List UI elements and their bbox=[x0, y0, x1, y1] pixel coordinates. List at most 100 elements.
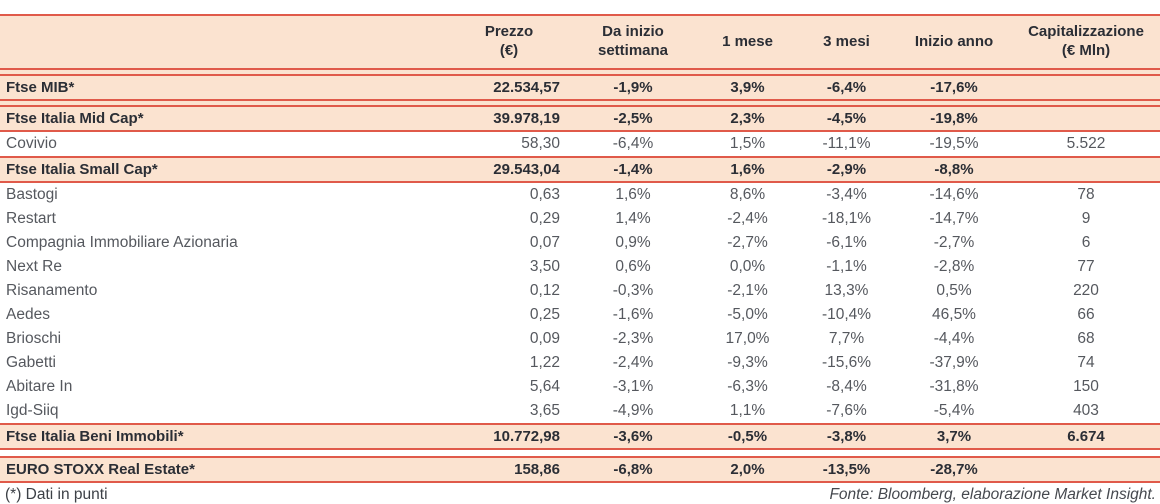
cell-mese1: 1,5% bbox=[729, 135, 766, 152]
cell-prezzo: 0,29 bbox=[529, 210, 560, 227]
cell-cap: 220 bbox=[1073, 282, 1099, 299]
cell-mese1: 3,9% bbox=[730, 79, 765, 96]
cell-cap: 66 bbox=[1077, 306, 1095, 323]
cell-mesi3: -13,5% bbox=[822, 461, 871, 478]
header-label: Inizio anno bbox=[914, 32, 994, 50]
cell-anno: -8,8% bbox=[934, 161, 974, 178]
header-label: (€) bbox=[499, 42, 519, 59]
header-cell-name bbox=[0, 16, 450, 68]
cell-anno: -31,8% bbox=[929, 378, 979, 395]
cell-mese1: -2,7% bbox=[727, 234, 768, 251]
header-label: Prezzo bbox=[484, 23, 534, 41]
cell-mesi3: -3,4% bbox=[826, 186, 867, 203]
table-row: Igd-Siiq 3,65 -4,9% 1,1% -7,6% -5,4% 403 bbox=[0, 399, 1160, 423]
cell-mese1: -5,0% bbox=[727, 306, 768, 323]
cell-mese1: 2,3% bbox=[730, 110, 765, 127]
cell-cap: 74 bbox=[1077, 354, 1095, 371]
cell-prezzo: 0,09 bbox=[529, 330, 560, 347]
cell-anno: -14,6% bbox=[929, 186, 979, 203]
cell-prezzo: 3,50 bbox=[529, 258, 560, 275]
price-table: Prezzo (€) Da inizio settimana 1 mese 3 … bbox=[0, 14, 1160, 483]
cell-name: Covivio bbox=[6, 135, 57, 152]
cell-mese1: -0,5% bbox=[727, 428, 768, 445]
cell-mese1: 8,6% bbox=[729, 186, 766, 203]
cell-prezzo: 0,63 bbox=[529, 186, 560, 203]
header-label: 1 mese bbox=[722, 32, 773, 50]
cell-mese1: 17,0% bbox=[725, 330, 770, 347]
cell-name: Next Re bbox=[6, 258, 62, 275]
cell-anno: -14,7% bbox=[929, 210, 979, 227]
cell-settimana: -2,3% bbox=[612, 330, 654, 347]
table-row: Ftse Italia Small Cap* 29.543,04 -1,4% 1,6%… bbox=[0, 156, 1160, 183]
cell-mesi3: -6,1% bbox=[826, 234, 867, 251]
cell-mesi3: -18,1% bbox=[821, 210, 872, 227]
cell-mese1: -2,4% bbox=[727, 210, 768, 227]
cell-anno: 0,5% bbox=[936, 282, 972, 299]
cell-mesi3: 7,7% bbox=[828, 330, 865, 347]
cell-mesi3: -1,1% bbox=[826, 258, 867, 275]
table-row: Covivio 58,30 -6,4% 1,5% -11,1% -19,5% 5.522 bbox=[0, 132, 1160, 156]
cell-mese1: 1,6% bbox=[730, 161, 765, 178]
header-label: Da inizio bbox=[602, 23, 664, 41]
cell-anno: -28,7% bbox=[930, 461, 978, 478]
cell-anno: -5,4% bbox=[933, 402, 975, 419]
table-header-row: Prezzo (€) Da inizio settimana 1 mese 3 … bbox=[0, 14, 1160, 70]
table-row: Ftse Italia Mid Cap* 39.978,19 -2,5% 2,3% -4… bbox=[0, 105, 1160, 132]
cell-name: Bastogi bbox=[6, 186, 58, 203]
header-label: Capitalizzazione bbox=[1028, 23, 1144, 41]
table-row: Compagnia Immobiliare Azionaria 0,07 0,9% -… bbox=[0, 231, 1160, 255]
header-cell-capitalizzazione: Capitalizzazione (€ Mln) bbox=[1012, 16, 1160, 68]
cell-name: Gabetti bbox=[6, 354, 56, 371]
cell-mesi3: -6,4% bbox=[826, 79, 867, 96]
cell-prezzo: 1,22 bbox=[529, 354, 560, 371]
cell-prezzo: 158,86 bbox=[514, 461, 560, 478]
cell-mesi3: -11,1% bbox=[822, 135, 871, 152]
cell-settimana: -2,5% bbox=[613, 110, 653, 127]
cell-name: Brioschi bbox=[6, 330, 62, 347]
table-row: Ftse MIB* 22.534,57 -1,9% 3,9% -6,4% -17,6% bbox=[0, 74, 1160, 101]
table-body: Ftse MIB* 22.534,57 -1,9% 3,9% -6,4% -17,6% Ft… bbox=[0, 70, 1160, 483]
cell-anno: -37,9% bbox=[929, 354, 979, 371]
header-label: (€ Mln) bbox=[1061, 42, 1111, 59]
cell-cap: 5.522 bbox=[1066, 135, 1106, 152]
cell-settimana: -1,4% bbox=[613, 161, 653, 178]
cell-cap: 150 bbox=[1073, 378, 1099, 395]
table-row: Aedes 0,25 -1,6% -5,0% -10,4% 46,5% 66 bbox=[0, 303, 1160, 327]
header-cell-da-inizio-settimana: Da inizio settimana bbox=[568, 16, 698, 68]
cell-name: EURO STOXX Real Estate* bbox=[6, 461, 195, 478]
cell-prezzo: 3,65 bbox=[529, 402, 560, 419]
cell-prezzo: 39.978,19 bbox=[493, 110, 560, 127]
cell-prezzo: 10.772,98 bbox=[493, 428, 560, 445]
cell-cap: 6 bbox=[1081, 234, 1091, 251]
cell-settimana: 0,6% bbox=[615, 258, 651, 275]
header-cell-inizio-anno: Inizio anno bbox=[896, 16, 1012, 68]
cell-mesi3: -3,8% bbox=[826, 428, 867, 445]
cell-cap: 403 bbox=[1073, 402, 1099, 419]
cell-mesi3: -2,9% bbox=[826, 161, 867, 178]
row-spacer bbox=[0, 101, 1160, 105]
cell-mese1: -2,1% bbox=[727, 282, 768, 299]
cell-name: Igd-Siiq bbox=[6, 402, 59, 419]
cell-prezzo: 0,07 bbox=[529, 234, 560, 251]
cell-settimana: 0,9% bbox=[615, 234, 651, 251]
cell-mesi3: 13,3% bbox=[824, 282, 869, 299]
cell-name: Ftse Italia Small Cap* bbox=[6, 161, 158, 178]
cell-mese1: 2,0% bbox=[730, 461, 765, 478]
cell-mesi3: -7,6% bbox=[826, 402, 867, 419]
cell-name: Ftse Italia Beni Immobili* bbox=[6, 428, 184, 445]
cell-anno: -19,5% bbox=[929, 135, 979, 152]
table-row: Gabetti 1,22 -2,4% -9,3% -15,6% -37,9% 74 bbox=[0, 351, 1160, 375]
cell-settimana: 1,4% bbox=[615, 210, 651, 227]
row-spacer bbox=[0, 70, 1160, 74]
table-row: EURO STOXX Real Estate* 158,86 -6,8% 2,0% -1… bbox=[0, 456, 1160, 483]
header-label: 3 mesi bbox=[823, 32, 870, 50]
table-row: Next Re 3,50 0,6% 0,0% -1,1% -2,8% 77 bbox=[0, 255, 1160, 279]
cell-name: Restart bbox=[6, 210, 56, 227]
cell-prezzo: 0,25 bbox=[529, 306, 560, 323]
cell-anno: -4,4% bbox=[933, 330, 975, 347]
cell-settimana: -3,1% bbox=[612, 378, 654, 395]
cell-anno: -2,8% bbox=[933, 258, 975, 275]
cell-anno: -2,7% bbox=[933, 234, 975, 251]
header-cell-prezzo: Prezzo (€) bbox=[450, 16, 568, 68]
